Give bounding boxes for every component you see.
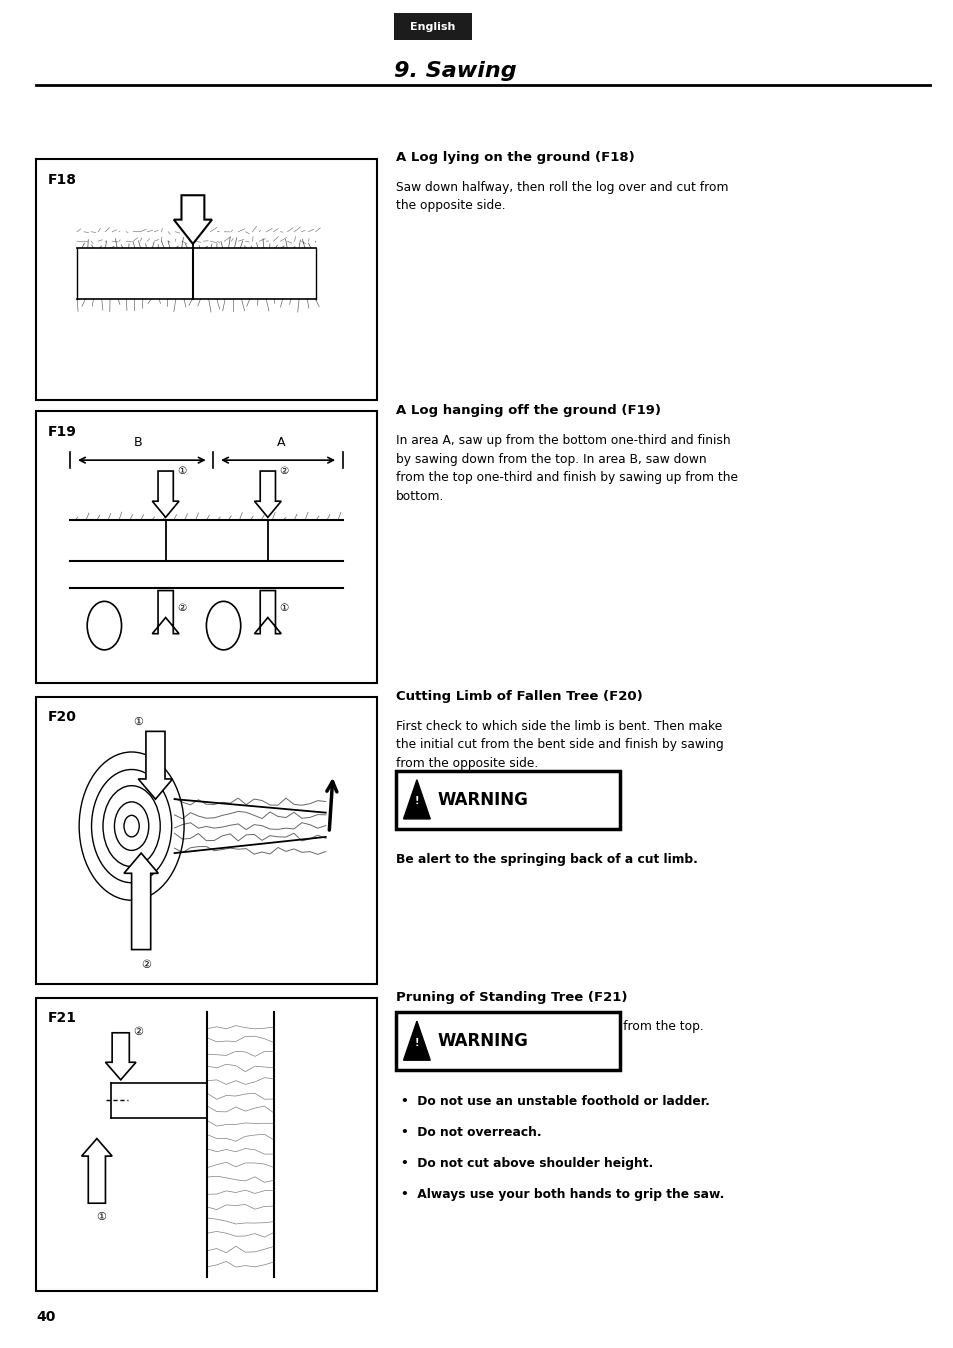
Polygon shape bbox=[82, 1139, 112, 1204]
Polygon shape bbox=[403, 1022, 430, 1060]
Text: ①: ① bbox=[96, 1212, 107, 1223]
Text: ②: ② bbox=[177, 603, 186, 613]
Text: ①: ① bbox=[133, 717, 143, 728]
Text: First check to which side the limb is bent. Then make
the initial cut from the b: First check to which side the limb is be… bbox=[395, 720, 723, 770]
Polygon shape bbox=[138, 732, 172, 799]
FancyBboxPatch shape bbox=[36, 697, 376, 984]
Text: A Log lying on the ground (F18): A Log lying on the ground (F18) bbox=[395, 151, 634, 164]
Text: ②: ② bbox=[141, 960, 151, 971]
Polygon shape bbox=[152, 590, 179, 634]
Text: 9. Sawing: 9. Sawing bbox=[394, 61, 517, 81]
Polygon shape bbox=[106, 1033, 136, 1080]
FancyBboxPatch shape bbox=[36, 411, 376, 683]
Text: •  Always use your both hands to grip the saw.: • Always use your both hands to grip the… bbox=[400, 1188, 723, 1201]
Text: F21: F21 bbox=[48, 1011, 76, 1024]
Polygon shape bbox=[254, 470, 281, 518]
FancyBboxPatch shape bbox=[36, 998, 376, 1291]
Text: F20: F20 bbox=[48, 710, 76, 724]
Text: ②: ② bbox=[132, 1027, 143, 1037]
Text: Cut up from the bottom, finish down from the top.: Cut up from the bottom, finish down from… bbox=[395, 1020, 703, 1034]
FancyBboxPatch shape bbox=[395, 1012, 619, 1070]
FancyBboxPatch shape bbox=[394, 13, 472, 40]
Text: In area A, saw up from the bottom one-third and finish
by sawing down from the t: In area A, saw up from the bottom one-th… bbox=[395, 434, 737, 503]
Polygon shape bbox=[403, 779, 430, 820]
Text: 40: 40 bbox=[36, 1310, 55, 1324]
Polygon shape bbox=[254, 590, 281, 634]
Text: Be alert to the springing back of a cut limb.: Be alert to the springing back of a cut … bbox=[395, 853, 697, 867]
Polygon shape bbox=[124, 853, 158, 949]
Text: ①: ① bbox=[177, 466, 186, 476]
Text: B: B bbox=[134, 437, 143, 449]
Text: F18: F18 bbox=[48, 173, 76, 186]
Text: English: English bbox=[410, 22, 456, 32]
Text: A: A bbox=[277, 437, 285, 449]
Text: ②: ② bbox=[279, 466, 288, 476]
Text: F19: F19 bbox=[48, 425, 76, 438]
Text: Cutting Limb of Fallen Tree (F20): Cutting Limb of Fallen Tree (F20) bbox=[395, 690, 642, 704]
Polygon shape bbox=[173, 195, 212, 244]
FancyBboxPatch shape bbox=[36, 159, 376, 400]
FancyBboxPatch shape bbox=[395, 771, 619, 829]
Text: Pruning of Standing Tree (F21): Pruning of Standing Tree (F21) bbox=[395, 991, 627, 1004]
Text: •  Do not overreach.: • Do not overreach. bbox=[400, 1126, 540, 1139]
Text: WARNING: WARNING bbox=[437, 791, 528, 809]
Text: •  Do not cut above shoulder height.: • Do not cut above shoulder height. bbox=[400, 1157, 652, 1170]
Text: WARNING: WARNING bbox=[437, 1033, 528, 1050]
Text: ①: ① bbox=[279, 603, 288, 613]
Text: Saw down halfway, then roll the log over and cut from
the opposite side.: Saw down halfway, then roll the log over… bbox=[395, 181, 728, 212]
Text: A Log hanging off the ground (F19): A Log hanging off the ground (F19) bbox=[395, 404, 660, 418]
Text: !: ! bbox=[415, 797, 418, 806]
Polygon shape bbox=[152, 470, 179, 518]
Text: •  Do not use an unstable foothold or ladder.: • Do not use an unstable foothold or lad… bbox=[400, 1095, 709, 1108]
Text: !: ! bbox=[415, 1038, 418, 1047]
